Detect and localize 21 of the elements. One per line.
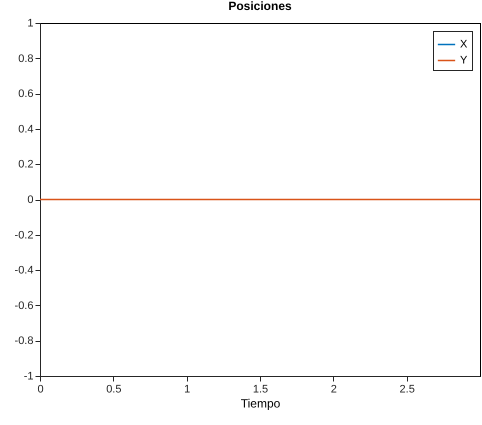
y-tick-label: 0.4 (18, 123, 34, 136)
y-tick-label: -0.6 (14, 300, 34, 312)
legend-label: X (460, 38, 468, 50)
y-tick-label: 0 (27, 194, 34, 206)
legend-label: Y (460, 54, 468, 66)
x-tick-label: 1 (184, 384, 190, 396)
chart-title: Posiciones (228, 0, 292, 13)
x-axis-title: Tiempo (240, 396, 281, 410)
x-tick-label: 2.5 (400, 384, 415, 396)
y-tick-label: -0.8 (14, 335, 34, 348)
x-tick-label: 0 (37, 384, 44, 396)
y-tick-label: -0.2 (14, 229, 34, 242)
y-tick-label: 0.2 (18, 158, 34, 171)
y-tick-label: 0.6 (18, 88, 34, 100)
x-tick-label: 2 (330, 384, 337, 396)
y-tick-label: 0.8 (18, 52, 34, 65)
y-tick-label: -0.4 (14, 264, 34, 277)
y-tick-label: 1 (27, 18, 34, 30)
x-tick-label: 0.5 (106, 384, 122, 396)
x-tick-label: 1.5 (252, 384, 268, 396)
y-tick-label: -1 (24, 370, 34, 382)
